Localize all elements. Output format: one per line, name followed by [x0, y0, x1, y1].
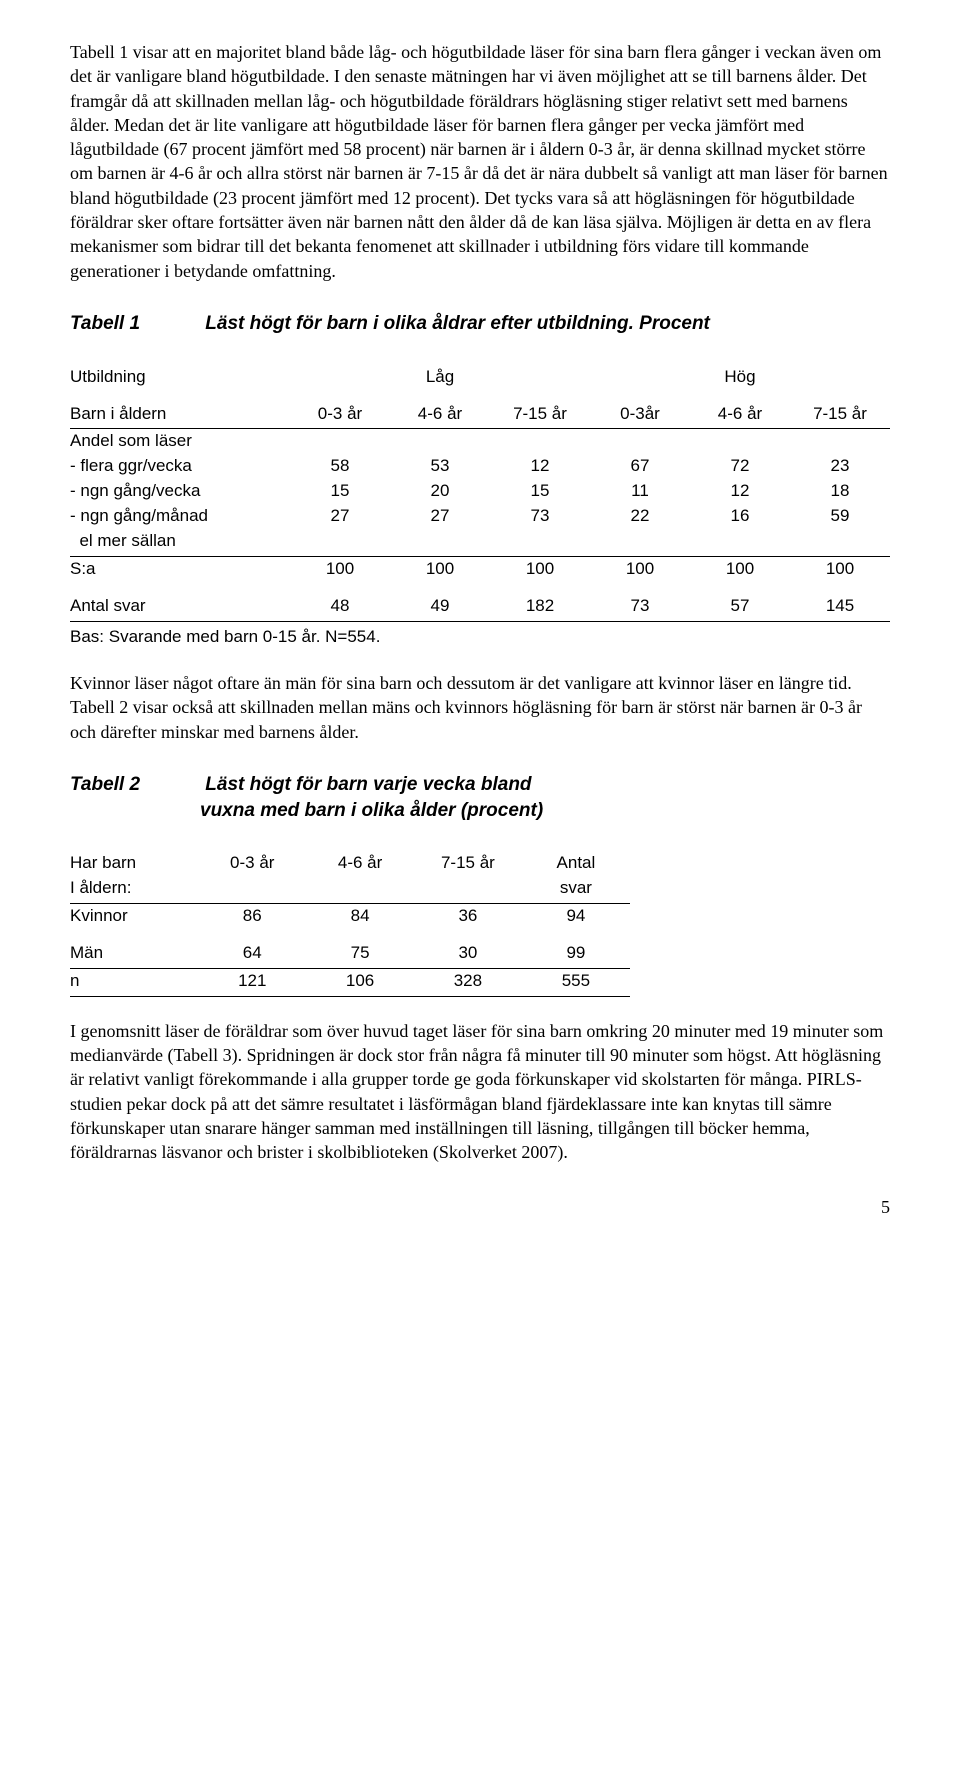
- t2-n-2: 328: [414, 968, 522, 993]
- t1-r2-2: 73: [490, 504, 590, 529]
- table2-title2: vuxna med barn i olika ålder (procent): [200, 798, 890, 824]
- t2-h-1: 4-6 år: [306, 851, 414, 876]
- th-barn: Barn i åldern: [70, 402, 290, 427]
- t1-r0-5: 23: [790, 454, 890, 479]
- t1-antal-3: 73: [590, 594, 690, 619]
- t1-sum-1: 100: [390, 557, 490, 582]
- table-row: n 121 106 328 555: [70, 968, 630, 993]
- t2-r0-0: 86: [198, 904, 306, 929]
- t1-r0-1: 53: [390, 454, 490, 479]
- t1-sum-5: 100: [790, 557, 890, 582]
- table-row: S:a 100 100 100 100 100 100: [70, 557, 890, 582]
- t1-r0-3: 67: [590, 454, 690, 479]
- t1-r1-1: 20: [390, 479, 490, 504]
- t2-r0-3: 94: [522, 904, 630, 929]
- th-hog: Hög: [690, 365, 790, 390]
- t2-r0-2: 36: [414, 904, 522, 929]
- t1-r2-0: 27: [290, 504, 390, 529]
- table-row: - flera ggr/vecka 58 53 12 67 72 23: [70, 454, 890, 479]
- table1-footnote: Bas: Svarande med barn 0-15 år. N=554.: [70, 626, 890, 649]
- t1-r1-label: - ngn gång/vecka: [70, 479, 290, 504]
- t1-r2-3: 22: [590, 504, 690, 529]
- table2-header: Har barn 0-3 år 4-6 år 7-15 år Antal: [70, 851, 630, 876]
- t1-r2-4: 16: [690, 504, 790, 529]
- t1-h2-0: 0-3 år: [290, 402, 390, 427]
- t1-sum-3: 100: [590, 557, 690, 582]
- t1-antal-2: 182: [490, 594, 590, 619]
- table-row: el mer sällan: [70, 529, 890, 554]
- t2-n-0: 121: [198, 968, 306, 993]
- table-row: Män 64 75 30 99: [70, 941, 630, 966]
- paragraph-3: I genomsnitt läser de föräldrar som över…: [70, 1019, 890, 1165]
- t1-r2-5: 59: [790, 504, 890, 529]
- table-row: - ngn gång/månad 27 27 73 22 16 59: [70, 504, 890, 529]
- table1-heading: Tabell 1 Läst högt för barn i olika åldr…: [70, 311, 890, 337]
- t1-r1-2: 15: [490, 479, 590, 504]
- page: Tabell 1 visar att en majoritet bland bå…: [0, 0, 960, 1259]
- t2-hl1: Har barn: [70, 851, 198, 876]
- t1-antal-0: 48: [290, 594, 390, 619]
- t1-r2-label: - ngn gång/månad: [70, 504, 290, 529]
- table1: Utbildning Låg Hög Barn i åldern 0-3 år …: [70, 365, 890, 622]
- t1-r1-0: 15: [290, 479, 390, 504]
- t1-r0-2: 12: [490, 454, 590, 479]
- t1-h2-1: 4-6 år: [390, 402, 490, 427]
- t2-h-2: 7-15 år: [414, 851, 522, 876]
- t2-h-3: Antal: [522, 851, 630, 876]
- t1-h2-3: 0-3år: [590, 402, 690, 427]
- paragraph-2: Kvinnor läser något oftare än män för si…: [70, 671, 890, 744]
- table1-section: Andel som läser: [70, 429, 890, 454]
- t1-sum-2: 100: [490, 557, 590, 582]
- t2-n-label: n: [70, 968, 198, 993]
- t2-r1-2: 30: [414, 941, 522, 966]
- t2-hl2: I åldern:: [70, 876, 198, 901]
- t1-h2-5: 7-15 år: [790, 402, 890, 427]
- t1-sum-0: 100: [290, 557, 390, 582]
- table1-header2: Barn i åldern 0-3 år 4-6 år 7-15 år 0-3å…: [70, 402, 890, 427]
- table2-label: Tabell 2: [70, 772, 200, 798]
- table1-header1: Utbildning Låg Hög: [70, 365, 890, 390]
- th-lag: Låg: [390, 365, 490, 390]
- table1-title: Läst högt för barn i olika åldrar efter …: [205, 313, 710, 334]
- paragraph-1: Tabell 1 visar att en majoritet bland bå…: [70, 40, 890, 283]
- t2-r0-label: Kvinnor: [70, 904, 198, 929]
- t1-r0-4: 72: [690, 454, 790, 479]
- t2-r1-1: 75: [306, 941, 414, 966]
- t2-h-0: 0-3 år: [198, 851, 306, 876]
- t1-h2-4: 4-6 år: [690, 402, 790, 427]
- t1-r1-3: 11: [590, 479, 690, 504]
- th-utbildning: Utbildning: [70, 365, 290, 390]
- t1-r2-1: 27: [390, 504, 490, 529]
- table-row: Antal svar 48 49 182 73 57 145: [70, 594, 890, 619]
- table2-title1: Läst högt för barn varje vecka bland: [205, 774, 531, 795]
- table2: Har barn 0-3 år 4-6 år 7-15 år Antal I å…: [70, 851, 630, 997]
- t1-antal-5: 145: [790, 594, 890, 619]
- t1-antal-label: Antal svar: [70, 594, 290, 619]
- t1-r1-4: 12: [690, 479, 790, 504]
- page-number: 5: [70, 1195, 890, 1219]
- table-row: - ngn gång/vecka 15 20 15 11 12 18: [70, 479, 890, 504]
- table2-heading: Tabell 2 Läst högt för barn varje vecka …: [70, 772, 890, 823]
- t2-r1-label: Män: [70, 941, 198, 966]
- t1-section-label: Andel som läser: [70, 429, 890, 454]
- t2-n-3: 555: [522, 968, 630, 993]
- t2-r1-0: 64: [198, 941, 306, 966]
- table2-header-b: I åldern: svar: [70, 876, 630, 901]
- t2-r0-1: 84: [306, 904, 414, 929]
- t1-r0-0: 58: [290, 454, 390, 479]
- t1-antal-1: 49: [390, 594, 490, 619]
- t1-h2-2: 7-15 år: [490, 402, 590, 427]
- table1-label: Tabell 1: [70, 311, 200, 337]
- t1-r0-label: - flera ggr/vecka: [70, 454, 290, 479]
- table-row: Kvinnor 86 84 36 94: [70, 904, 630, 929]
- t1-sum-4: 100: [690, 557, 790, 582]
- t1-r1-5: 18: [790, 479, 890, 504]
- t2-n-1: 106: [306, 968, 414, 993]
- t1-antal-4: 57: [690, 594, 790, 619]
- t2-r1-3: 99: [522, 941, 630, 966]
- t1-sum-label: S:a: [70, 557, 290, 582]
- t2-h-3b: svar: [522, 876, 630, 901]
- t1-subnote: el mer sällan: [70, 529, 890, 554]
